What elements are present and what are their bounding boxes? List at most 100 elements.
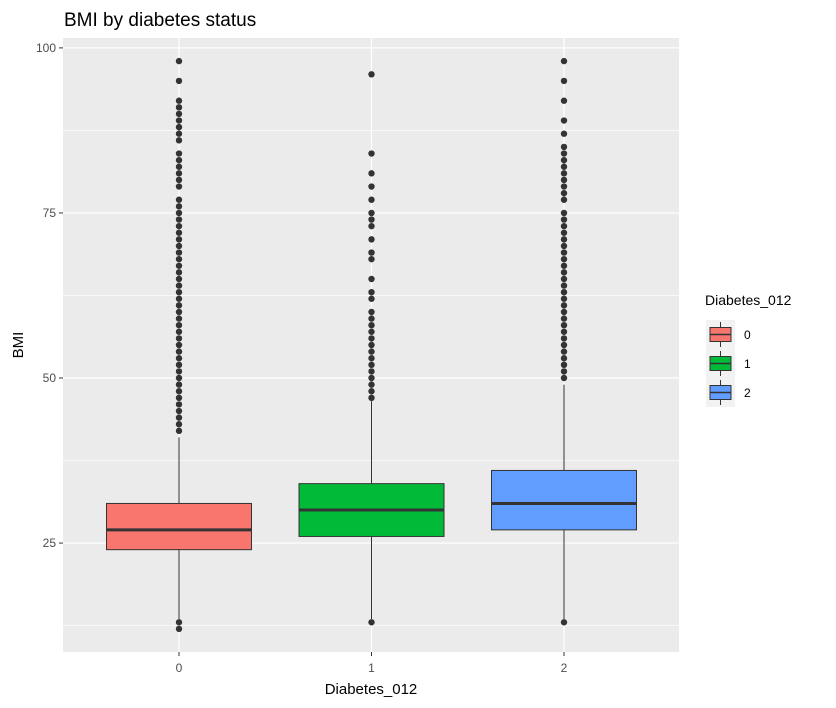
outlier-point bbox=[175, 308, 183, 316]
outlier-point bbox=[175, 421, 183, 428]
outlier-point bbox=[175, 407, 183, 415]
outlier-point bbox=[368, 368, 375, 375]
outlier-point bbox=[175, 355, 183, 362]
boxes bbox=[106, 57, 637, 633]
outlier-point bbox=[560, 189, 568, 197]
outlier-point bbox=[175, 282, 183, 289]
outlier-point bbox=[368, 249, 375, 256]
outlier-point bbox=[368, 288, 375, 296]
outlier-point bbox=[368, 236, 375, 243]
outlier-point bbox=[175, 414, 183, 421]
outlier-point bbox=[175, 288, 183, 296]
outlier-point bbox=[368, 183, 375, 190]
outlier-point bbox=[560, 183, 568, 190]
outlier-point bbox=[175, 275, 183, 283]
outlier-point bbox=[175, 625, 183, 633]
outlier-point bbox=[175, 394, 183, 402]
outlier-point bbox=[175, 236, 183, 243]
legend-item-0: 0 bbox=[706, 320, 751, 349]
outlier-point bbox=[368, 275, 375, 283]
outlier-point bbox=[560, 176, 568, 184]
outlier-point bbox=[368, 361, 375, 369]
outlier-point bbox=[560, 242, 568, 250]
outlier-point bbox=[368, 335, 375, 342]
outlier-point bbox=[175, 302, 183, 309]
outlier-point bbox=[560, 295, 568, 302]
outlier-point bbox=[175, 361, 183, 369]
outlier-point bbox=[560, 229, 568, 236]
x-axis-title: Diabetes_012 bbox=[325, 681, 418, 698]
outlier-point bbox=[560, 262, 568, 269]
outlier-point bbox=[560, 341, 568, 349]
outlier-point bbox=[175, 216, 183, 223]
box-group-1 bbox=[298, 71, 445, 626]
outlier-point bbox=[560, 355, 568, 362]
legend-item-1: 1 bbox=[706, 349, 751, 378]
outlier-point bbox=[175, 176, 183, 184]
x-tick-label: 0 bbox=[176, 661, 183, 675]
outlier-point bbox=[175, 163, 183, 170]
outlier-point bbox=[368, 196, 375, 203]
outlier-point bbox=[175, 170, 183, 177]
outlier-point bbox=[368, 355, 375, 362]
outlier-point bbox=[560, 150, 568, 157]
y-tick-label: 25 bbox=[43, 536, 57, 550]
outlier-point bbox=[560, 348, 568, 355]
outlier-point bbox=[175, 203, 183, 210]
outlier-point bbox=[560, 143, 568, 151]
outlier-point bbox=[368, 348, 375, 355]
outlier-point bbox=[560, 315, 568, 322]
outlier-point bbox=[368, 321, 375, 329]
outlier-point bbox=[175, 104, 183, 111]
outlier-point bbox=[368, 255, 375, 263]
legend-title: Diabetes_012 bbox=[705, 292, 792, 308]
outlier-point bbox=[560, 222, 568, 230]
outlier-point bbox=[560, 249, 568, 256]
outlier-point bbox=[368, 619, 375, 626]
outlier-point bbox=[175, 368, 183, 375]
outlier-point bbox=[175, 401, 183, 408]
outlier-point bbox=[560, 236, 568, 243]
outlier-point bbox=[175, 123, 183, 131]
outlier-point bbox=[175, 222, 183, 230]
outlier-point bbox=[560, 335, 568, 342]
outlier-point bbox=[560, 97, 568, 104]
outlier-point bbox=[175, 77, 183, 85]
outlier-point bbox=[175, 242, 183, 250]
outlier-point bbox=[560, 130, 568, 137]
outlier-point bbox=[560, 302, 568, 309]
outlier-point bbox=[368, 209, 375, 217]
box-group-0 bbox=[106, 57, 252, 633]
outlier-point bbox=[175, 335, 183, 342]
outlier-point bbox=[560, 209, 568, 217]
outlier-point bbox=[175, 229, 183, 236]
chart-title: BMI by diabetes status bbox=[64, 10, 256, 31]
outlier-point bbox=[175, 97, 183, 104]
outlier-point bbox=[560, 196, 568, 203]
outlier-point bbox=[175, 156, 183, 164]
outlier-point bbox=[175, 183, 183, 190]
outlier-point bbox=[368, 328, 375, 335]
outlier-point bbox=[175, 328, 183, 335]
outlier-point bbox=[368, 388, 375, 395]
outlier-point bbox=[560, 117, 568, 124]
outlier-point bbox=[560, 156, 568, 164]
outlier-point bbox=[175, 269, 183, 276]
outlier-point bbox=[175, 196, 183, 203]
outlier-point bbox=[175, 262, 183, 269]
box-iqr bbox=[491, 469, 637, 531]
outlier-point bbox=[175, 388, 183, 395]
outlier-point bbox=[560, 282, 568, 289]
outlier-point bbox=[368, 315, 375, 322]
legend-label: 0 bbox=[744, 328, 751, 342]
outlier-point bbox=[368, 71, 375, 78]
outlier-point bbox=[560, 57, 568, 65]
outlier-point bbox=[175, 381, 183, 388]
outlier-point bbox=[560, 619, 568, 626]
outlier-point bbox=[560, 255, 568, 263]
outlier-point bbox=[560, 368, 568, 375]
outlier-point bbox=[560, 269, 568, 276]
outlier-point bbox=[175, 295, 183, 302]
outlier-point bbox=[175, 117, 183, 124]
outlier-point bbox=[175, 57, 183, 65]
